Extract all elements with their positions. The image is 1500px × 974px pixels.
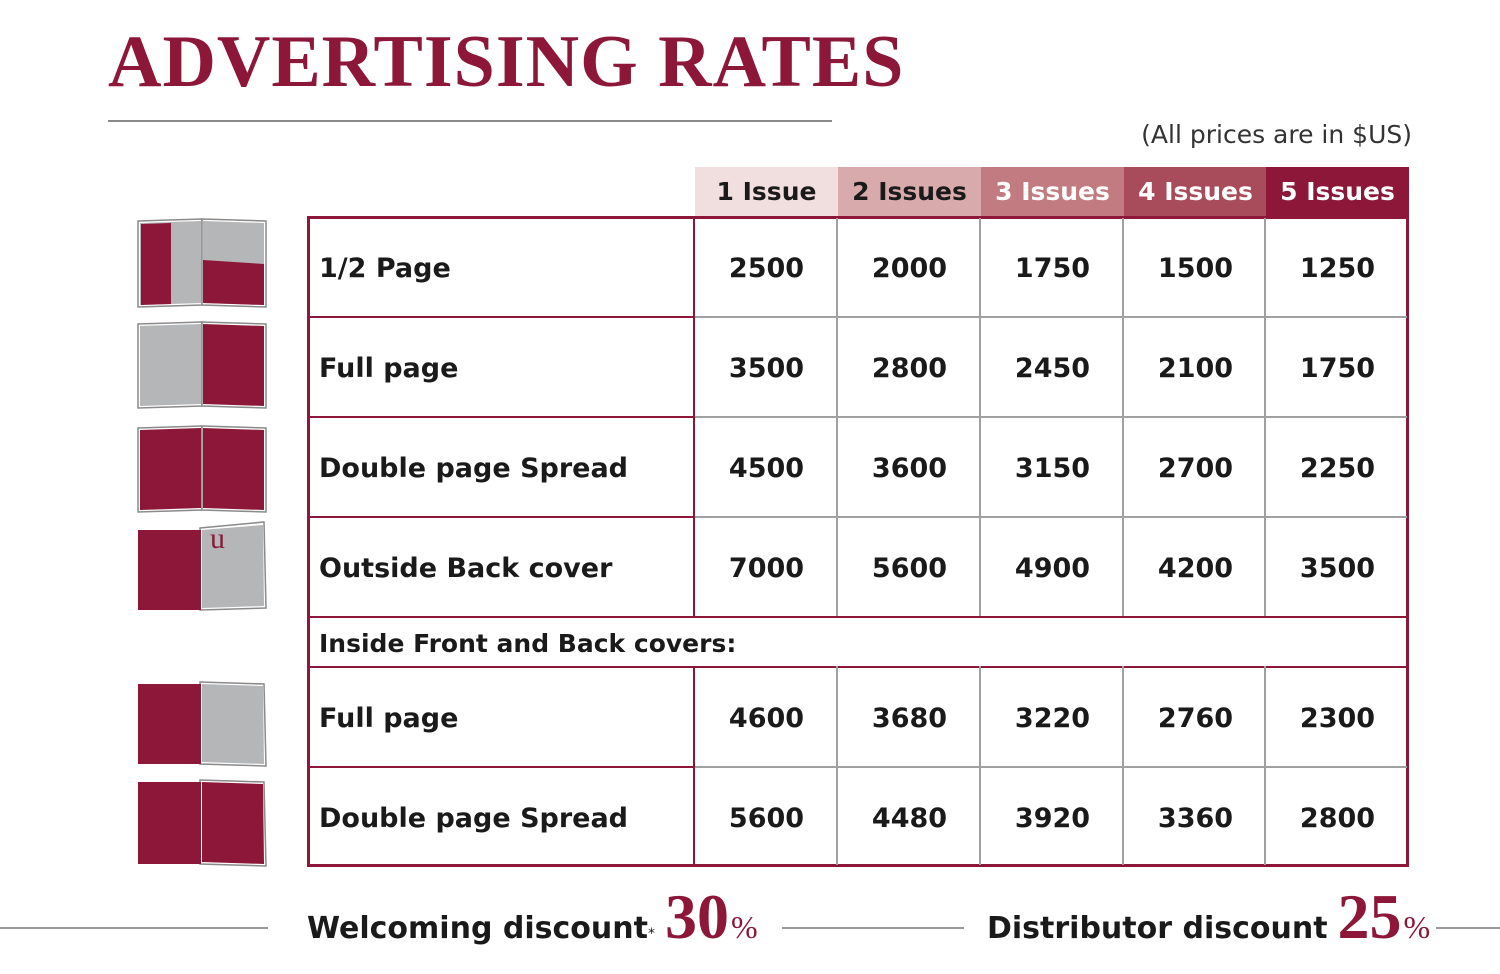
welcoming-discount-label: Welcoming discount (307, 911, 648, 946)
section-divider-top (309, 616, 1407, 618)
row-label-double-page-spread: Double page Spread (319, 452, 629, 484)
price-cell: 3360 (1157, 802, 1234, 834)
currency-note: (All prices are in $US) (1141, 120, 1412, 149)
footer-rule-right (1436, 927, 1500, 929)
column-header-2-issues: 2 Issues (838, 167, 981, 216)
footnote-marker: * (647, 926, 655, 942)
row-divider (695, 516, 1407, 518)
section-divider-bottom (309, 666, 1407, 668)
column-header-4-issues: 4 Issues (1124, 167, 1267, 216)
row-divider (309, 516, 695, 518)
inside-cover-full-page-icon (138, 681, 267, 767)
price-cell: 2500 (728, 252, 805, 284)
distributor-discount: Distributor discount 25 % (987, 880, 1430, 970)
column-divider (693, 218, 695, 616)
price-cell: 2450 (1014, 352, 1091, 384)
price-cell: 3920 (1014, 802, 1091, 834)
column-divider (693, 666, 695, 865)
rates-table (307, 216, 1409, 867)
price-cell: 2300 (1299, 702, 1376, 734)
row-divider (309, 416, 695, 418)
price-cell: 4600 (728, 702, 805, 734)
outside-back-cover-graphic (138, 521, 267, 611)
row-divider (695, 316, 1407, 318)
spine-glyph: u (210, 522, 225, 555)
price-cell: 2760 (1157, 702, 1234, 734)
row-label-inside-double-page-spread: Double page Spread (319, 802, 629, 834)
outside-back-cover-icon: u (134, 518, 270, 614)
welcoming-discount: Welcoming discount * 30 % (307, 880, 758, 970)
page-title: ADVERTISING RATES (108, 21, 905, 103)
inside-cover-double-spread-icon (138, 779, 267, 867)
distributor-discount-label: Distributor discount (987, 911, 1328, 946)
column-divider (979, 666, 981, 865)
price-cell: 5600 (728, 802, 805, 834)
column-divider (979, 218, 981, 616)
column-header-1-issue: 1 Issue (695, 167, 838, 216)
column-divider (1264, 218, 1266, 616)
column-divider (1122, 666, 1124, 865)
double-page-spread-icon (137, 425, 267, 513)
half-page-ad-icon (137, 218, 267, 308)
welcoming-discount-value: 30 (664, 881, 729, 952)
section-heading-inside-covers: Inside Front and Back covers: (319, 628, 737, 658)
price-cell: 4200 (1157, 552, 1234, 584)
price-cell: 2100 (1157, 352, 1234, 384)
title-divider (108, 120, 832, 122)
price-cell: 1250 (1299, 252, 1376, 284)
price-cell: 7000 (728, 552, 805, 584)
footer-rule-left (0, 927, 268, 929)
price-cell: 3600 (871, 452, 948, 484)
price-cell: 1750 (1014, 252, 1091, 284)
price-cell: 1750 (1299, 352, 1376, 384)
price-cell: 3500 (728, 352, 805, 384)
column-divider (836, 666, 838, 865)
price-cell: 4500 (728, 452, 805, 484)
price-cell: 2700 (1157, 452, 1234, 484)
column-header-5-issues: 5 Issues (1266, 167, 1409, 216)
row-label-inside-full-page: Full page (319, 702, 459, 734)
price-cell: 2250 (1299, 452, 1376, 484)
row-divider (309, 316, 695, 318)
price-cell: 3680 (871, 702, 948, 734)
row-label-full-page: Full page (319, 352, 459, 384)
footer-rule-middle (782, 927, 964, 929)
price-cell: 4900 (1014, 552, 1091, 584)
row-divider (695, 766, 1407, 768)
price-cell: 3220 (1014, 702, 1091, 734)
full-page-ad-icon (137, 321, 267, 409)
row-label-half-page: 1/2 Page (319, 252, 451, 284)
price-cell: 2800 (1299, 802, 1376, 834)
price-cell: 2000 (871, 252, 948, 284)
distributor-discount-unit: % (1403, 909, 1431, 945)
price-cell: 2800 (871, 352, 948, 384)
distributor-discount-value: 25 (1337, 881, 1402, 952)
column-divider (836, 218, 838, 616)
price-cell: 3500 (1299, 552, 1376, 584)
row-label-outside-back-cover: Outside Back cover (319, 552, 613, 584)
column-divider (1122, 218, 1124, 616)
column-divider (1264, 666, 1266, 865)
row-divider (695, 416, 1407, 418)
welcoming-discount-unit: % (730, 909, 758, 945)
price-cell: 3150 (1014, 452, 1091, 484)
price-cell: 4480 (871, 802, 948, 834)
column-header-3-issues: 3 Issues (981, 167, 1124, 216)
price-cell: 1500 (1157, 252, 1234, 284)
row-divider (309, 766, 695, 768)
price-cell: 5600 (871, 552, 948, 584)
